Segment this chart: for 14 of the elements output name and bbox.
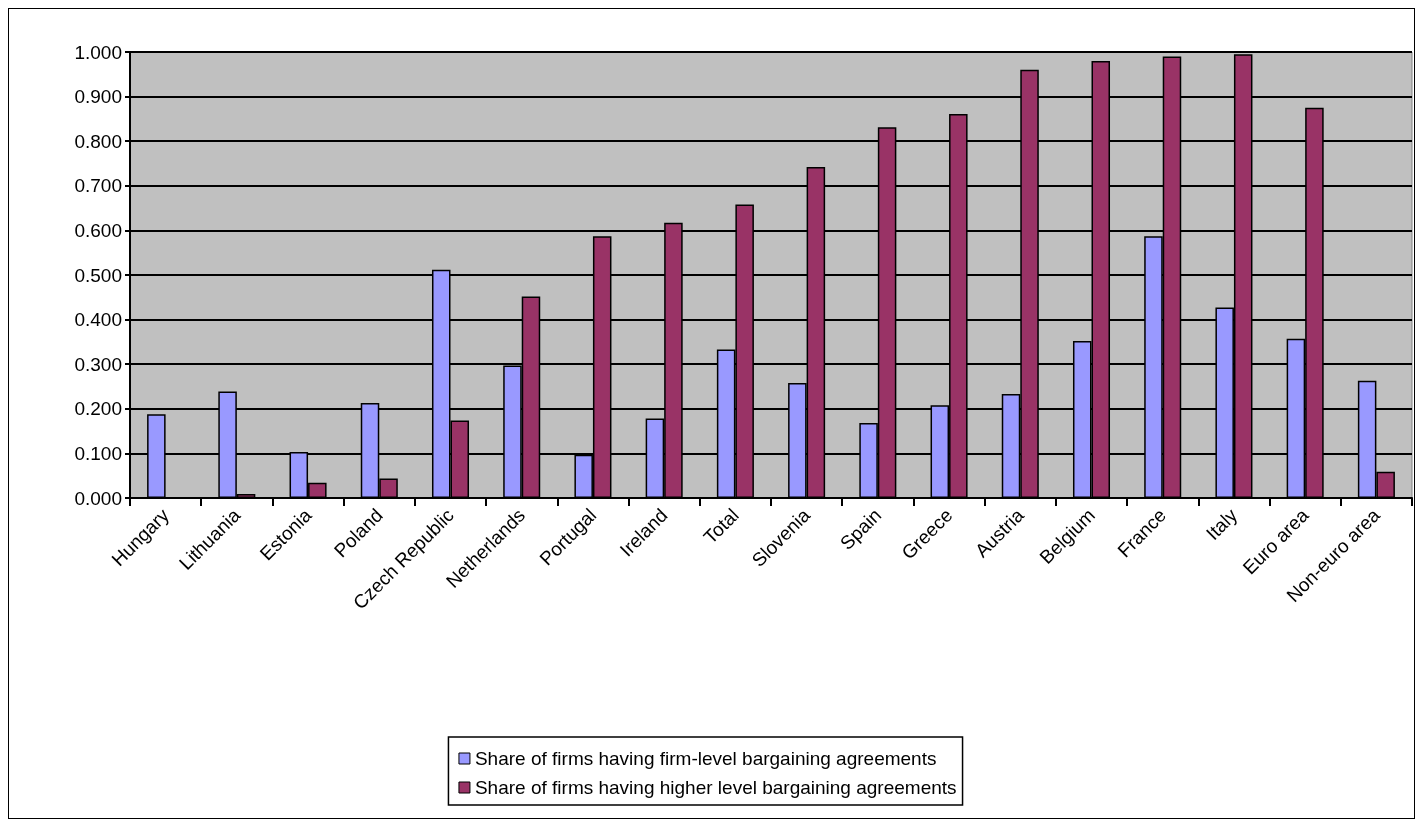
legend-label: Share of firms having higher level bargaining agreements <box>474 777 957 798</box>
y-tick-label: 0.900 <box>74 86 122 108</box>
y-tick-label: 0.500 <box>74 264 122 286</box>
y-tick-label: 0.300 <box>74 353 122 375</box>
y-tick-label: 0.600 <box>74 219 122 241</box>
y-tick-label: 0.800 <box>74 130 122 152</box>
y-tick-label: 0.700 <box>74 175 122 197</box>
legend-label: Share of firms having firm-level bargaining agreements <box>474 748 937 769</box>
x-tick-label: Italy <box>1201 504 1242 545</box>
y-tick-label: 0.100 <box>74 442 122 464</box>
y-tick-label: 0.200 <box>74 398 122 420</box>
y-tick-label: 0.400 <box>74 309 122 331</box>
y-tick-label: 0.000 <box>74 487 122 509</box>
y-tick-label: 1.000 <box>74 41 122 63</box>
